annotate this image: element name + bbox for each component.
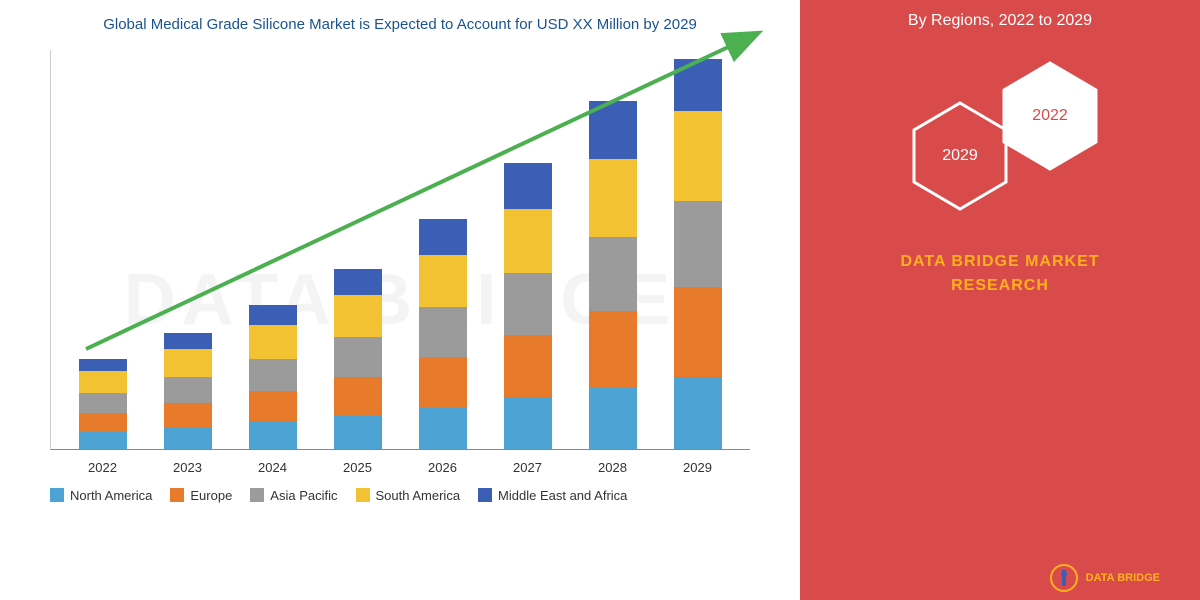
bar-column: [249, 305, 297, 449]
legend-label: Europe: [190, 488, 232, 503]
hexagon: 2029: [910, 100, 1010, 212]
bar-segment: [79, 393, 127, 413]
legend-swatch: [170, 488, 184, 502]
footer-logo: DATA BRIDGE: [1050, 564, 1160, 592]
legend-item: North America: [50, 488, 152, 503]
bar-segment: [419, 407, 467, 449]
bar-segment: [249, 421, 297, 449]
x-axis-label: 2026: [419, 460, 467, 475]
bar-segment: [504, 163, 552, 209]
bar-segment: [334, 295, 382, 337]
bar-segment: [419, 307, 467, 357]
x-axis-label: 2028: [589, 460, 637, 475]
footer-logo-text: DATA BRIDGE: [1086, 572, 1160, 584]
bar-segment: [504, 335, 552, 397]
bar-segment: [79, 359, 127, 371]
x-axis-label: 2023: [164, 460, 212, 475]
bar-column: [419, 219, 467, 449]
legend-swatch: [250, 488, 264, 502]
bar-segment: [334, 337, 382, 377]
legend-swatch: [50, 488, 64, 502]
legend-label: North America: [70, 488, 152, 503]
hexagon: 2022: [1000, 60, 1100, 172]
bar-segment: [249, 359, 297, 391]
brand-text: DATA BRIDGE MARKET RESEARCH: [820, 250, 1180, 298]
bar-column: [674, 59, 722, 449]
legend-swatch: [356, 488, 370, 502]
legend-item: Middle East and Africa: [478, 488, 627, 503]
right-panel-title: By Regions, 2022 to 2029: [820, 12, 1180, 30]
x-axis-label: 2024: [249, 460, 297, 475]
legend-label: Asia Pacific: [270, 488, 337, 503]
bar-segment: [589, 159, 637, 237]
bar-segment: [79, 413, 127, 431]
bar-column: [334, 269, 382, 449]
right-panel: By Regions, 2022 to 2029 20292022 DATA B…: [800, 0, 1200, 600]
bar-segment: [164, 403, 212, 427]
x-axis-label: 2025: [334, 460, 382, 475]
bar-segment: [164, 349, 212, 377]
legend: North America Europe Asia Pacific South Ame…: [50, 488, 780, 503]
bar-column: [589, 101, 637, 449]
legend-label: Middle East and Africa: [498, 488, 627, 503]
chart-panel: DATA BRIDGE Global Medical Grade Silicon…: [0, 0, 800, 600]
legend-label: South America: [376, 488, 461, 503]
bar-segment: [674, 59, 722, 111]
chart-title: Global Medical Grade Silicone Market is …: [60, 15, 740, 35]
bar-segment: [589, 311, 637, 387]
x-axis-label: 2029: [674, 460, 722, 475]
bar-segment: [589, 237, 637, 311]
bar-segment: [674, 201, 722, 287]
bar-segment: [164, 377, 212, 403]
legend-item: South America: [356, 488, 461, 503]
bar-segment: [419, 357, 467, 407]
bar-segment: [674, 111, 722, 201]
bar-segment: [504, 397, 552, 449]
bar-column: [164, 333, 212, 449]
bar-segment: [164, 333, 212, 349]
bar-column: [504, 163, 552, 449]
bars-group: [51, 50, 750, 449]
bar-segment: [419, 219, 467, 255]
legend-swatch: [478, 488, 492, 502]
bar-segment: [249, 391, 297, 421]
footer-logo-icon: [1050, 564, 1078, 592]
x-axis-labels: 2022 2023 2024 2025 2026 2027 2028 2029: [50, 460, 750, 475]
bar-segment: [249, 305, 297, 325]
legend-item: Europe: [170, 488, 232, 503]
bar-segment: [164, 427, 212, 449]
bar-segment: [334, 269, 382, 295]
bar-segment: [589, 101, 637, 159]
bar-segment: [334, 415, 382, 449]
bar-segment: [79, 431, 127, 449]
bar-segment: [674, 377, 722, 449]
brand-line1: DATA BRIDGE MARKET: [900, 253, 1099, 270]
bar-segment: [504, 209, 552, 273]
chart-area: 2022 2023 2024 2025 2026 2027 2028 2029: [30, 50, 770, 480]
x-axis-label: 2022: [79, 460, 127, 475]
bar-segment: [79, 371, 127, 393]
x-axis-label: 2027: [504, 460, 552, 475]
bar-segment: [674, 287, 722, 377]
brand-line2: RESEARCH: [951, 277, 1049, 294]
bar-segment: [589, 387, 637, 449]
hexagon-group: 20292022: [890, 60, 1110, 220]
legend-item: Asia Pacific: [250, 488, 337, 503]
bar-segment: [504, 273, 552, 335]
bar-column: [79, 359, 127, 449]
main-container: DATA BRIDGE Global Medical Grade Silicon…: [0, 0, 1200, 600]
bar-segment: [334, 377, 382, 415]
bar-segment: [249, 325, 297, 359]
plot-region: [50, 50, 750, 450]
bar-segment: [419, 255, 467, 307]
